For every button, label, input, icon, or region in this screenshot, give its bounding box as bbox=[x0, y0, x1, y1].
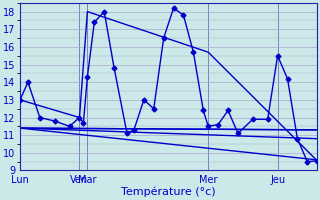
X-axis label: Température (°c): Température (°c) bbox=[121, 187, 216, 197]
